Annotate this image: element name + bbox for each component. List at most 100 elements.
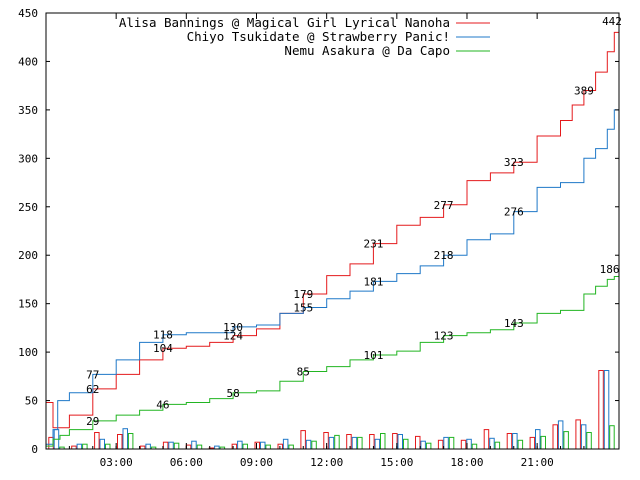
hourly-bar-2	[374, 438, 381, 450]
hourly-bar-3	[563, 431, 569, 450]
data-label: 231	[363, 238, 383, 251]
hourly-bar-2	[237, 440, 243, 450]
legend-label-1: Alisa Bannings @ Magical Girl Lyrical Na…	[119, 15, 450, 30]
hourly-bar-3	[471, 443, 478, 450]
data-label: 442	[602, 15, 622, 28]
data-label: 104	[153, 342, 173, 355]
series-line-3	[46, 268, 620, 447]
data-label: 186	[600, 263, 620, 276]
hourly-bar-1	[162, 441, 169, 450]
hourly-bar-3	[494, 441, 501, 450]
data-label: 143	[504, 317, 524, 330]
data-label: 276	[504, 206, 524, 219]
plot-frame	[45, 12, 620, 450]
data-label: 218	[434, 249, 454, 262]
hourly-bar-2	[420, 440, 426, 450]
y-tick-label: 0	[31, 443, 38, 456]
data-label: 389	[574, 85, 594, 98]
y-tick-label: 350	[18, 104, 38, 117]
hourly-bar-2	[535, 429, 541, 450]
y-tick-label: 200	[18, 249, 38, 262]
x-tick-label: 03:00	[100, 456, 133, 469]
data-label: 181	[363, 275, 383, 288]
cumulative-lines	[46, 20, 620, 447]
hourly-bar-3	[540, 435, 546, 450]
series-line-1	[46, 20, 620, 429]
hourly-bar-1	[415, 435, 421, 450]
y-tick-label: 100	[18, 346, 38, 359]
data-label: 101	[363, 349, 383, 362]
hourly-bar-3	[265, 444, 271, 450]
data-label: 179	[293, 288, 313, 301]
hourly-bar-1	[185, 444, 192, 450]
hourly-bar-2	[99, 438, 105, 450]
data-label: 123	[434, 330, 454, 343]
hourly-bar-2	[580, 424, 587, 450]
hourly-bar-1	[575, 419, 581, 450]
data-label: 85	[297, 366, 310, 379]
data-label: 155	[293, 302, 313, 315]
data-label: 323	[504, 156, 524, 169]
hourly-bar-3	[448, 436, 455, 450]
hourly-bar-3	[517, 439, 524, 450]
hourly-bar-3	[82, 443, 88, 450]
hourly-bar-2	[351, 436, 358, 450]
data-label: 58	[226, 387, 239, 400]
x-tick-label: 06:00	[170, 456, 203, 469]
data-label: 124	[223, 330, 243, 343]
hourly-bar-3	[425, 442, 432, 450]
hourly-bar-1	[323, 432, 329, 450]
hourly-bar-3	[357, 436, 363, 450]
data-label: 130	[223, 321, 243, 334]
hourly-bar-1	[254, 441, 260, 450]
hourly-bar-3	[380, 433, 386, 450]
hourly-bars	[48, 370, 615, 450]
x-tick-label: 18:00	[450, 456, 483, 469]
x-tick-label: 21:00	[521, 456, 554, 469]
hourly-bar-3	[173, 442, 180, 450]
hourly-bar-2	[168, 441, 174, 450]
hourly-bar-2	[260, 441, 266, 450]
legend-label-3: Nemu Asakura @ Da Capo	[284, 43, 450, 58]
hourly-bar-3	[311, 440, 317, 450]
hourly-bar-2	[145, 443, 151, 450]
hourly-bar-3	[196, 444, 203, 450]
hourly-bar-1	[117, 434, 123, 450]
data-label: 77	[86, 368, 99, 381]
hourly-bar-1	[552, 424, 558, 450]
x-tick-label: 15:00	[380, 456, 413, 469]
hourly-bar-1	[598, 370, 604, 450]
hourly-bar-2	[76, 443, 83, 450]
hourly-bar-2	[603, 370, 610, 450]
hourly-bar-1	[483, 429, 490, 450]
hourly-bar-2	[557, 420, 564, 450]
hourly-bar-3	[127, 433, 134, 450]
data-label: 277	[434, 199, 454, 212]
hourly-bar-2	[191, 440, 197, 450]
hourly-bar-3	[403, 438, 409, 450]
x-tick-label: 12:00	[310, 456, 343, 469]
hourly-bar-1	[437, 439, 444, 450]
data-labels: 62 104 124 179 231 277 323 389 442 77 118 130 155 181…	[86, 15, 622, 428]
series-line-2	[46, 72, 620, 445]
axes: 0 50 100 150 200 250 300 350 400 450 03:00 06:00 09:…	[18, 7, 620, 469]
hourly-bar-3	[334, 434, 340, 450]
hourly-bar-3	[586, 432, 592, 450]
data-label: 46	[156, 398, 169, 411]
hourly-bar-2	[282, 438, 289, 450]
hourly-bar-1	[460, 439, 467, 450]
y-tick-label: 400	[18, 55, 38, 68]
x-tick-label: 09:00	[240, 456, 273, 469]
y-tick-label: 450	[18, 7, 38, 20]
y-tick-label: 150	[18, 298, 38, 311]
hourly-bar-1	[529, 436, 536, 450]
hourly-bar-2	[397, 434, 403, 450]
hourly-bar-2	[328, 436, 335, 450]
legend-label-2: Chiyo Tsukidate @ Strawberry Panic!	[187, 29, 450, 44]
hourly-bar-2	[305, 439, 312, 450]
data-label: 29	[86, 415, 99, 428]
y-tick-label: 50	[25, 395, 38, 408]
data-label: 118	[153, 329, 173, 342]
legend: Alisa Bannings @ Magical Girl Lyrical Na…	[119, 15, 490, 58]
